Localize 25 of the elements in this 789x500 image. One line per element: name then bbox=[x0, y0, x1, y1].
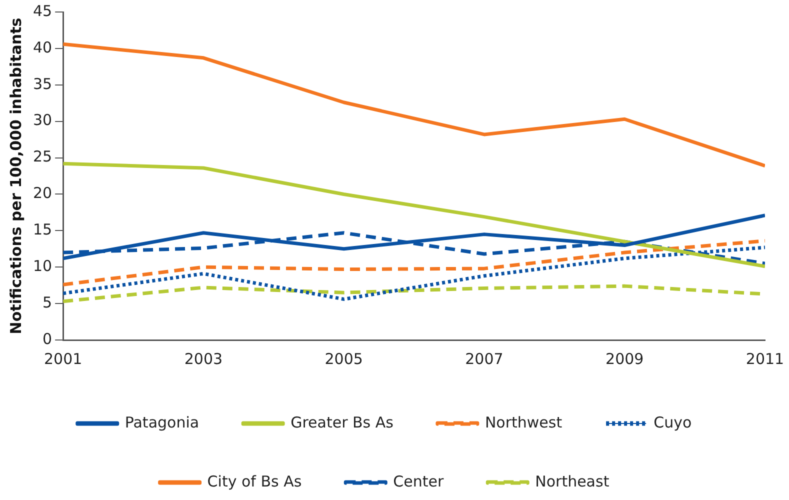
legend-label: Greater Bs As bbox=[290, 413, 394, 432]
y-tick-label: 45 bbox=[32, 2, 52, 20]
x-tick-label: 2005 bbox=[324, 350, 363, 368]
y-tick-label: 10 bbox=[32, 257, 52, 275]
legend-label: Patagonia bbox=[124, 413, 200, 432]
x-tick-label: 2007 bbox=[465, 350, 504, 368]
y-tick-label: 40 bbox=[32, 38, 52, 56]
y-tick-label: 35 bbox=[32, 74, 52, 93]
y-tick-label: 25 bbox=[32, 148, 52, 166]
x-tick-label: 2009 bbox=[606, 350, 644, 368]
y-tick-label: 15 bbox=[32, 220, 52, 239]
y-tick-label: 5 bbox=[42, 293, 52, 312]
y-tick-label: 20 bbox=[32, 184, 52, 202]
y-tick-label: 0 bbox=[42, 330, 52, 348]
line-series bbox=[63, 239, 765, 286]
legend-label: Cuyo bbox=[654, 413, 692, 432]
y-axis-title: Notifications per 100,000 inhabitants bbox=[6, 18, 25, 334]
legend-label: Northwest bbox=[484, 413, 562, 432]
legend-label: City of Bs As bbox=[207, 472, 302, 490]
y-tick-label: 30 bbox=[32, 111, 52, 130]
legend-label: Northeast bbox=[535, 472, 610, 490]
x-tick-label: 2011 bbox=[746, 350, 784, 368]
legend-label: Center bbox=[393, 472, 444, 490]
x-tick-label: 2003 bbox=[184, 350, 223, 368]
x-tick-label: 2001 bbox=[44, 350, 82, 368]
